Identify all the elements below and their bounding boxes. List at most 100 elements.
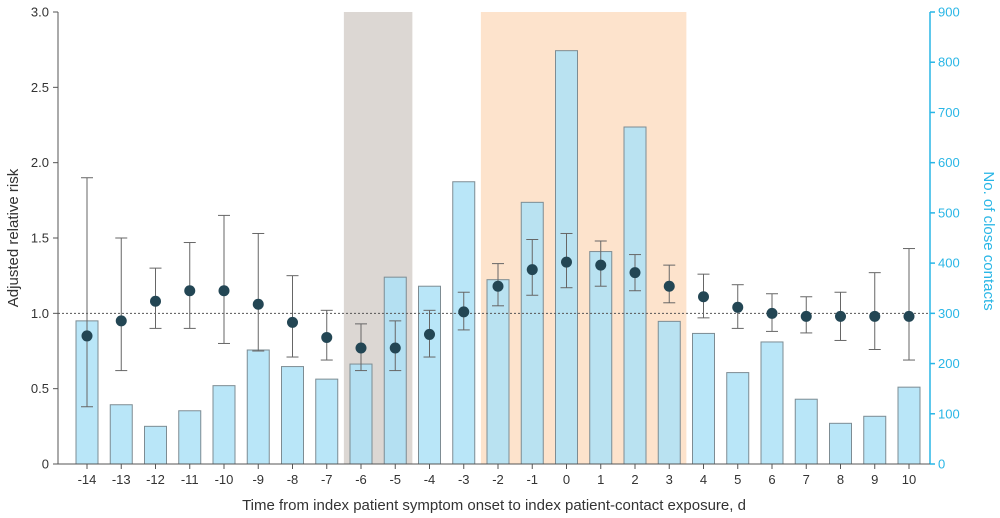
error-bar — [115, 237, 128, 372]
risk-point — [81, 330, 93, 342]
contacts-bar — [897, 386, 921, 465]
left-axis: 0 0.5 1.0 1.5 2.0 2.5 3.0 — [31, 5, 59, 472]
x-tick-label: -2 — [492, 472, 504, 487]
risk-point — [321, 331, 333, 343]
right-tick-label: 900 — [938, 5, 960, 20]
risk-point — [561, 256, 572, 268]
x-tick-label: -8 — [287, 472, 299, 487]
left-tick-label: 2.0 — [31, 155, 49, 170]
contacts-bar — [829, 422, 852, 465]
right-tick-label: 600 — [938, 155, 960, 170]
risk-point — [595, 259, 607, 271]
x-tick-label: 1 — [597, 472, 604, 487]
y-axis-left-title: Adjusted relative risk — [5, 168, 22, 307]
x-tick-label: 9 — [871, 472, 878, 487]
contacts-bar — [281, 366, 304, 465]
x-tick-label: -12 — [146, 472, 165, 487]
contacts-bar — [863, 415, 887, 465]
error-bar — [252, 232, 265, 352]
error-bar — [218, 214, 230, 344]
contacts-bar — [212, 385, 236, 465]
contacts-bar — [349, 363, 373, 465]
right-tick-label: 0 — [938, 457, 945, 472]
contacts-bar — [726, 372, 750, 465]
risk-point — [115, 315, 127, 327]
risk-point — [150, 295, 161, 307]
x-tick-label: -13 — [112, 472, 131, 487]
contacts-bar — [657, 320, 681, 465]
left-tick-label: 0.5 — [31, 381, 49, 396]
risk-point — [766, 307, 778, 319]
left-tick-label: 0 — [42, 457, 49, 472]
risk-points — [81, 256, 915, 354]
contacts-bar — [246, 349, 270, 465]
risk-point — [629, 267, 641, 279]
risk-point — [458, 306, 470, 318]
bars — [75, 50, 921, 465]
right-tick-label: 200 — [938, 356, 960, 371]
risk-point — [218, 285, 230, 297]
x-tick-label: -1 — [526, 472, 538, 487]
left-tick-label: 2.5 — [31, 80, 49, 95]
x-tick-label: -5 — [389, 472, 401, 487]
risk-point — [732, 301, 744, 313]
risk-point — [663, 280, 675, 292]
x-tick-label: 0 — [563, 472, 570, 487]
error-bar — [81, 177, 93, 408]
x-tick-label: 5 — [734, 472, 741, 487]
risk-point — [252, 298, 264, 310]
contacts-bar — [144, 425, 167, 465]
x-tick-label: 2 — [631, 472, 638, 487]
contacts-bar — [178, 410, 202, 465]
contacts-bar — [486, 279, 510, 465]
left-tick-label: 3.0 — [31, 5, 49, 20]
x-tick-label: -3 — [458, 472, 470, 487]
risk-point — [903, 310, 915, 322]
risk-point — [835, 310, 846, 322]
contacts-bar — [109, 404, 133, 465]
x-tick-label: 7 — [803, 472, 810, 487]
right-tick-label: 700 — [938, 105, 960, 120]
risk-point — [287, 316, 298, 328]
right-tick-label: 300 — [938, 306, 960, 321]
x-axis: -14 -13 -12 -11 -10 -9 -8 -7 -6 -5 -4 -3 -2 -1 0 1 2 3 4 5 6… — [58, 463, 930, 487]
error-bar — [286, 275, 299, 358]
x-tick-label: 10 — [902, 472, 916, 487]
risk-point — [184, 285, 196, 297]
right-axis: 0 100 200 300 400 500 600 700 800 900 — [929, 5, 960, 472]
risk-point — [389, 342, 401, 354]
x-tick-label: 4 — [700, 472, 707, 487]
shaded-region-2 — [480, 12, 687, 464]
risk-point — [800, 310, 812, 322]
x-tick-label: -4 — [424, 472, 436, 487]
x-tick-label: -7 — [321, 472, 333, 487]
x-tick-label: 6 — [768, 472, 775, 487]
risk-point — [492, 280, 504, 292]
contacts-bar — [794, 398, 818, 465]
x-axis-title: Time from index patient symptom onset to… — [242, 497, 746, 514]
contacts-bar — [623, 126, 647, 465]
y-axis-right-title: No. of close contacts — [980, 171, 997, 310]
shaded-regions — [343, 12, 687, 464]
right-tick-label: 100 — [938, 406, 960, 421]
risk-point — [698, 291, 709, 303]
risk-point — [355, 342, 367, 354]
x-tick-label: 3 — [666, 472, 673, 487]
x-tick-label: 8 — [837, 472, 844, 487]
x-tick-label: -6 — [355, 472, 367, 487]
right-tick-label: 800 — [938, 55, 960, 70]
risk-point — [869, 310, 881, 322]
contacts-bar — [760, 341, 784, 465]
x-tick-label: -11 — [181, 472, 199, 487]
left-tick-label: 1.0 — [31, 306, 49, 321]
right-tick-label: 400 — [938, 256, 960, 271]
left-tick-label: 1.5 — [31, 231, 49, 246]
risk-point — [424, 328, 435, 340]
contacts-bar — [315, 378, 339, 465]
x-tick-label: -9 — [252, 472, 264, 487]
error-bar — [903, 248, 915, 361]
risk-point — [526, 264, 538, 276]
x-tick-label: -10 — [215, 472, 234, 487]
contacts-bar — [692, 332, 715, 465]
